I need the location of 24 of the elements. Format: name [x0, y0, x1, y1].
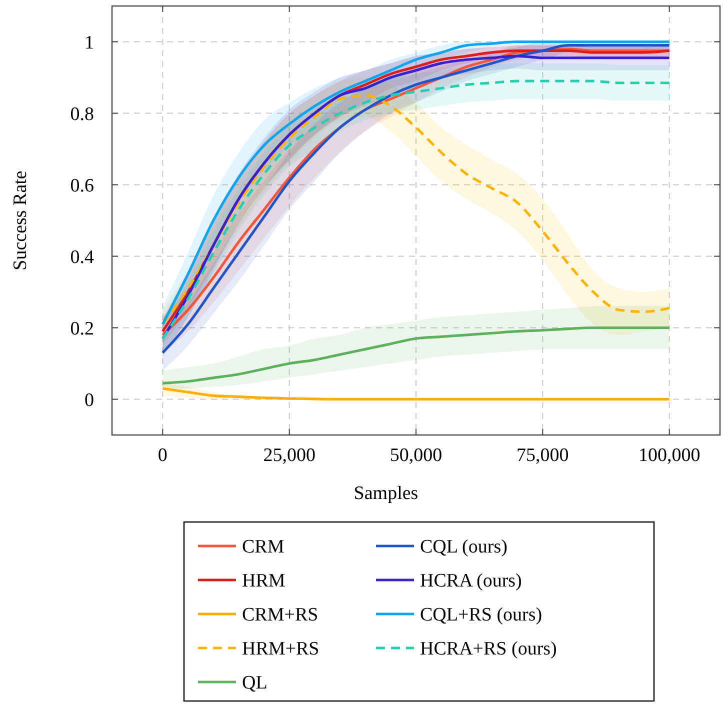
y-tick-label: 0 — [84, 390, 94, 411]
legend-label: CQL+RS (ours) — [420, 604, 542, 626]
x-tick-label: 75,000 — [516, 445, 569, 466]
y-tick-label: 0.8 — [70, 104, 94, 125]
legend-label: HCRA+RS (ours) — [420, 638, 557, 660]
x-tick-label: 25,000 — [263, 445, 316, 466]
line-series — [161, 326, 671, 384]
x-tick-label: 0 — [158, 445, 168, 466]
x-tick-label: 50,000 — [390, 445, 442, 466]
y-tick-label: 0.2 — [70, 318, 94, 340]
y-tick-label: 1 — [84, 32, 94, 54]
legend-label: CRM+RS — [242, 604, 318, 626]
y-tick-label: 0.4 — [70, 246, 94, 268]
legend-label: CQL (ours) — [420, 536, 508, 558]
legend-label: CRM — [242, 536, 284, 558]
line-series — [161, 387, 671, 401]
legend-label: QL — [242, 672, 268, 694]
y-axis-title: Success Rate — [10, 170, 31, 270]
legend-label: HRM+RS — [242, 638, 320, 660]
x-axis-title: Samples — [354, 483, 418, 504]
y-tick-label: 0.6 — [70, 175, 94, 196]
legend-label: HCRA (ours) — [420, 570, 522, 592]
legend-label: HRM — [242, 570, 286, 592]
x-tick-label: 100,000 — [638, 445, 700, 466]
